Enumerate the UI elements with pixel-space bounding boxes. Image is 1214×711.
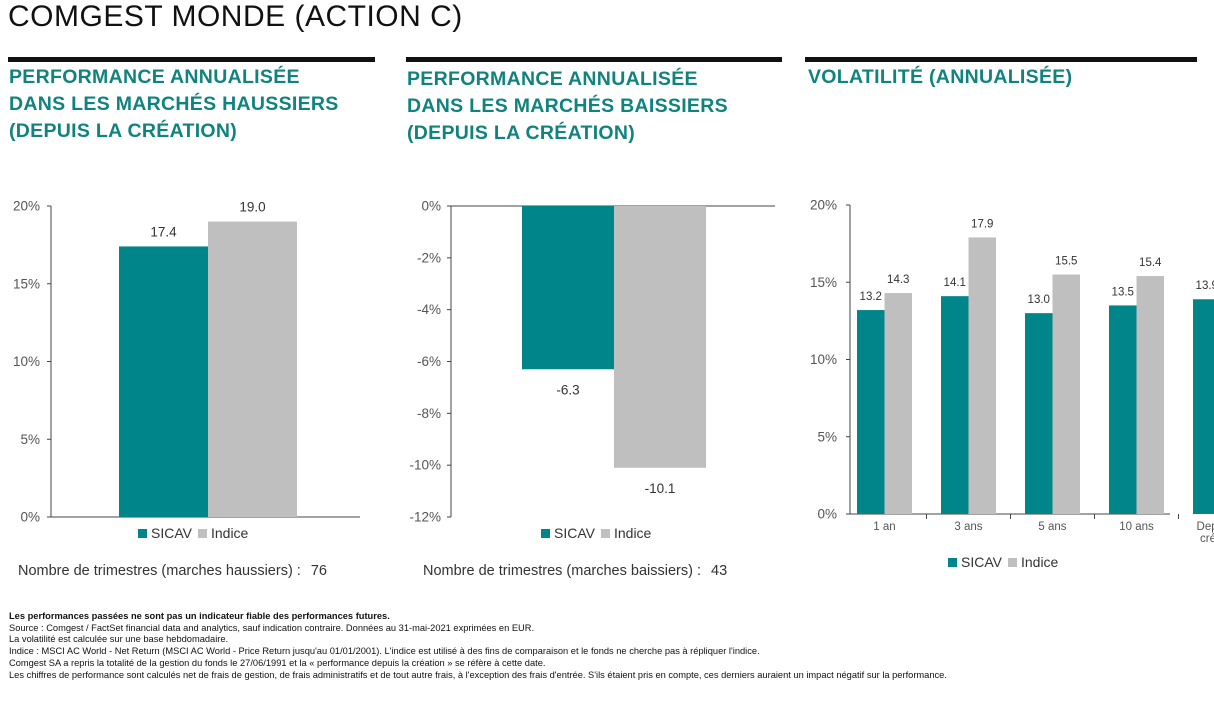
- panel-3-title: VOLATILITÉ (ANNUALISÉE): [808, 64, 1072, 91]
- bar-sicav: [1193, 299, 1214, 514]
- bar-sicav: [522, 206, 614, 370]
- footnotes: Les performances passées ne sont pas un …: [9, 611, 1209, 681]
- data-label: 14.3: [887, 274, 909, 286]
- data-label: 13.5: [1112, 286, 1134, 298]
- data-label: 13.2: [860, 291, 882, 303]
- bar-indice: [614, 206, 706, 468]
- y-tick-label: -10%: [409, 458, 441, 473]
- legend-indice-swatch: [600, 528, 610, 538]
- bar-indice: [1052, 274, 1080, 514]
- bar-indice: [208, 221, 297, 518]
- x-tick-label: 1 an: [873, 521, 895, 533]
- y-tick-label: -6%: [417, 354, 441, 369]
- bar-indice: [1136, 276, 1164, 514]
- y-tick-label: 0%: [817, 507, 837, 522]
- y-tick-label: 20%: [13, 199, 40, 214]
- panel-3-title-line: VOLATILITÉ (ANNUALISÉE): [808, 66, 1073, 88]
- legend-haussiers: SICAV Indice: [138, 525, 248, 541]
- legend-sicav-swatch: [541, 528, 550, 538]
- legend-indice-label: Indice: [613, 525, 652, 541]
- counter-baissiers-label: Nombre de trimestres (marches baissiers)…: [423, 563, 701, 579]
- y-tick-label: 5%: [817, 429, 837, 444]
- counter-baissiers-value: 43: [711, 563, 728, 579]
- counter-haussiers: Nombre de trimestres (marches haussiers)…: [18, 563, 327, 579]
- y-tick-label: 10%: [810, 352, 837, 367]
- panel-1-title-line: DANS LES MARCHÉS HAUSSIERS: [9, 93, 339, 115]
- y-tick-label: 10%: [13, 354, 40, 369]
- data-label: -10.1: [645, 481, 676, 496]
- legend-sicav-label: SICAV: [554, 525, 595, 541]
- y-tick-label: 15%: [810, 275, 837, 290]
- chart-volatilite: 0% 5% 10% 15% 20% 13.2 14.3 1 an 14.1 17.9 3 ans 13…: [810, 198, 1214, 545]
- counter-haussiers-label: Nombre de trimestres (marches haussiers)…: [18, 563, 301, 579]
- panel-1-title: PERFORMANCE ANNUALISÉE DANS LES MARCHÉS …: [9, 64, 339, 145]
- bar-indice: [968, 237, 996, 514]
- panel-2-title-line: DANS LES MARCHÉS BAISSIERS: [407, 95, 728, 117]
- legend-volatilite: SICAV Indice: [948, 554, 1058, 570]
- data-label: 17.4: [150, 224, 177, 239]
- y-tick-label: 0%: [20, 510, 40, 525]
- counter-baissiers: Nombre de trimestres (marches baissiers)…: [423, 563, 727, 579]
- x-tick-label: création: [1200, 533, 1214, 545]
- bar-indice: [884, 293, 912, 514]
- y-tick-label: -12%: [409, 510, 441, 525]
- panel-1-rule: [8, 57, 375, 62]
- legend-baissiers: SICAV Indice: [541, 525, 651, 541]
- y-tick-label: 0%: [421, 199, 441, 214]
- footnote-line: Les chiffres de performance sont calculé…: [9, 669, 947, 680]
- footnote-line: Comgest SA a repris la totalité de la ge…: [9, 657, 546, 668]
- footnote-disclaimer: Les performances passées ne sont pas un …: [9, 611, 390, 621]
- y-tick-label: -2%: [417, 250, 441, 265]
- x-tick-label: 5 ans: [1038, 521, 1066, 533]
- y-tick-label: 5%: [20, 432, 40, 447]
- legend-sicav-label: SICAV: [961, 554, 1002, 570]
- x-tick-label: Depuis la: [1197, 521, 1214, 533]
- panel-3-rule: [805, 57, 1197, 62]
- panel-2-title: PERFORMANCE ANNUALISÉE DANS LES MARCHÉS …: [407, 66, 728, 147]
- data-label: 13.9: [1196, 280, 1214, 292]
- legend-indice-swatch: [197, 528, 207, 538]
- panel-2-title-line: PERFORMANCE ANNUALISÉE: [407, 68, 698, 90]
- legend-sicav-swatch: [138, 528, 147, 538]
- footnote-line: Source : Comgest / FactSet financial dat…: [9, 622, 535, 633]
- counter-haussiers-value: 76: [310, 563, 327, 579]
- legend-sicav-label: SICAV: [151, 525, 192, 541]
- footnote-line: Indice : MSCI AC World - Net Return (MSC…: [9, 646, 760, 657]
- bar-sicav: [857, 310, 885, 514]
- bar-sicav: [119, 246, 208, 517]
- panel-1-title-line: PERFORMANCE ANNUALISÉE: [9, 66, 300, 88]
- chart-haussiers: 0% 5% 10% 15% 20% 17.4 19.0: [13, 199, 360, 525]
- panel-2-rule: [406, 57, 782, 62]
- legend-indice-label: Indice: [1020, 554, 1059, 570]
- bar-sicav: [1025, 313, 1053, 514]
- bar-sicav: [941, 296, 969, 514]
- data-label: 17.9: [971, 218, 993, 230]
- panel-1-title-line: (DEPUIS LA CRÉATION): [9, 120, 238, 142]
- legend-indice-label: Indice: [210, 525, 249, 541]
- data-label: 15.4: [1139, 257, 1162, 269]
- x-tick-label: 10 ans: [1119, 521, 1154, 533]
- x-tick-label: 3 ans: [954, 521, 982, 533]
- panel-2-title-line: (DEPUIS LA CRÉATION): [407, 122, 636, 144]
- data-label: -6.3: [556, 382, 579, 397]
- data-label: 13.0: [1028, 294, 1050, 306]
- y-tick-label: -4%: [417, 302, 441, 317]
- y-tick-label: -8%: [417, 406, 441, 421]
- legend-sicav-swatch: [948, 557, 957, 567]
- legend-indice-swatch: [1007, 557, 1017, 567]
- bar-sicav: [1109, 305, 1137, 514]
- y-tick-label: 15%: [13, 276, 40, 291]
- data-label: 15.5: [1055, 256, 1077, 268]
- data-label: 19.0: [239, 200, 265, 215]
- chart-baissiers: 0% -2% -4% -6% -8% -10% -12% -6.3 -10.1: [409, 199, 775, 525]
- y-tick-label: 20%: [810, 198, 837, 213]
- footnote-line: La volatilité est calculée sur une base …: [9, 634, 229, 645]
- data-label: 14.1: [944, 277, 966, 289]
- page-title: COMGEST MONDE (ACTION C): [8, 0, 463, 33]
